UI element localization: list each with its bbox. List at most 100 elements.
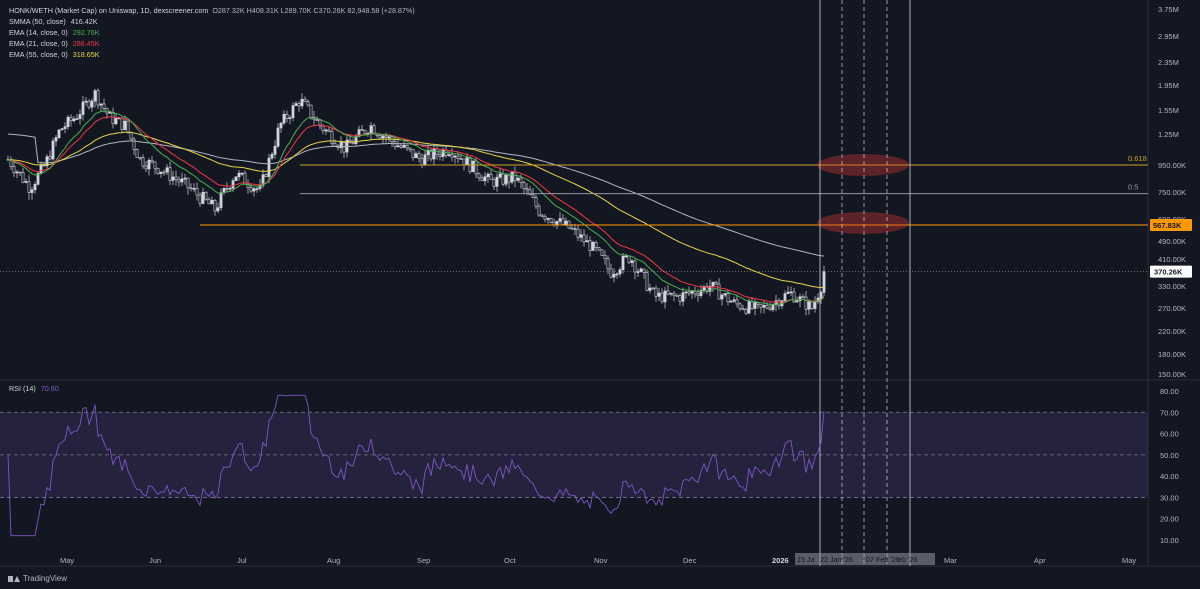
- candle-body: [354, 136, 358, 144]
- candle-body: [33, 184, 37, 191]
- rsi-axis-label: 40.00: [1160, 472, 1179, 481]
- indicator-label: SMMA (50, close): [9, 17, 66, 26]
- candle-body: [270, 154, 274, 159]
- candle-body: [465, 157, 469, 166]
- indicator-value: 292.76K: [72, 28, 100, 37]
- candle-body: [756, 302, 760, 305]
- candle-body: [753, 302, 757, 309]
- target-zone-ellipse: [817, 212, 909, 234]
- candle-body: [798, 296, 802, 302]
- indicator-row-smma[interactable]: SMMA (50, close) 416.42K: [9, 16, 415, 27]
- candle-body: [324, 129, 328, 132]
- candle-body: [60, 128, 64, 131]
- candle-body: [123, 120, 127, 130]
- candle-body: [627, 255, 631, 263]
- time-axis-label: Nov: [594, 556, 608, 565]
- candle-body: [801, 296, 805, 298]
- candle-body: [633, 260, 637, 273]
- candle-body: [177, 179, 181, 183]
- rsi-legend[interactable]: RSI (14) 70.60: [9, 384, 59, 393]
- time-axis-label: Sep: [417, 556, 430, 565]
- candle-body: [237, 172, 241, 178]
- candle-body: [510, 171, 514, 183]
- candle-body: [534, 197, 538, 207]
- candle-body: [741, 308, 745, 311]
- candle-body: [549, 218, 553, 223]
- candle-body: [330, 131, 334, 144]
- candle-body: [600, 249, 604, 256]
- candle-body: [705, 286, 709, 292]
- ema-55-line: [7, 131, 825, 289]
- candle-body: [273, 145, 277, 155]
- candle-body: [168, 167, 172, 181]
- indicator-value: 318.65K: [72, 50, 100, 59]
- candle-body: [195, 188, 199, 196]
- candle-body: [618, 269, 622, 275]
- candle-body: [393, 141, 397, 148]
- candle-body: [765, 305, 769, 309]
- candle-body: [525, 188, 529, 191]
- candle-body: [201, 192, 205, 204]
- candle-body: [684, 291, 688, 294]
- candle-body: [120, 117, 124, 130]
- time-axis-label: Aug: [327, 556, 340, 565]
- candle-body: [135, 149, 139, 158]
- candle-body: [573, 228, 577, 230]
- candle-body: [90, 100, 94, 108]
- candle-body: [771, 304, 775, 311]
- candle-body: [432, 148, 436, 160]
- ema-21-line: [7, 116, 825, 303]
- candle-body: [735, 299, 739, 305]
- candle-body: [762, 305, 766, 308]
- candle-body: [183, 177, 187, 180]
- candle-body: [96, 90, 100, 106]
- candle-body: [291, 105, 295, 119]
- tradingview-logo[interactable]: TradingView: [8, 574, 67, 583]
- candle-body: [501, 173, 505, 185]
- candle-body: [189, 187, 193, 190]
- candle-body: [48, 156, 52, 160]
- candle-body: [726, 293, 730, 303]
- candle-body: [405, 145, 409, 149]
- rsi-axis-label: 50.00: [1160, 451, 1179, 460]
- candle-body: [210, 200, 214, 205]
- symbol-line[interactable]: HONK/WETH (Market Cap) on Uniswap, 1D, d…: [9, 5, 415, 16]
- candle-body: [102, 103, 106, 109]
- indicator-row-ema21[interactable]: EMA (21, close, 0) 288.45K: [9, 38, 415, 49]
- price-axis-label: 410.00K: [1158, 255, 1186, 264]
- candle-body: [480, 177, 484, 182]
- candle-body: [108, 111, 112, 114]
- price-axis-label: 180.00K: [1158, 350, 1186, 359]
- candle-body: [519, 177, 523, 184]
- time-axis-label: Dec: [683, 556, 697, 565]
- candle-body: [471, 160, 475, 173]
- candle-body: [438, 153, 442, 157]
- candle-body: [561, 218, 565, 225]
- candle-body: [804, 296, 808, 310]
- indicator-row-ema14[interactable]: EMA (14, close, 0) 292.76K: [9, 27, 415, 38]
- candle-body: [159, 171, 163, 174]
- candle-body: [81, 101, 85, 115]
- candle-body: [261, 174, 265, 186]
- candle-body: [789, 291, 793, 294]
- indicator-row-ema55[interactable]: EMA (55, close, 0) 318.65K: [9, 49, 415, 60]
- candle-body: [681, 292, 685, 302]
- candle-body: [744, 308, 748, 314]
- rsi-axis-label: 20.00: [1160, 515, 1179, 524]
- candle-body: [402, 145, 406, 148]
- candle-body: [558, 218, 562, 222]
- candle-body: [456, 155, 460, 159]
- candle-body: [66, 116, 70, 128]
- candle-body: [144, 165, 148, 170]
- candle-body: [708, 286, 712, 292]
- candle-body: [207, 198, 211, 205]
- price-axis-label: 1.95M: [1158, 81, 1179, 90]
- candle-body: [570, 227, 574, 230]
- candle-body: [54, 137, 58, 142]
- candle-body: [219, 192, 223, 209]
- candle-body: [747, 301, 751, 314]
- candle-body: [612, 273, 616, 278]
- candle-body: [714, 281, 718, 285]
